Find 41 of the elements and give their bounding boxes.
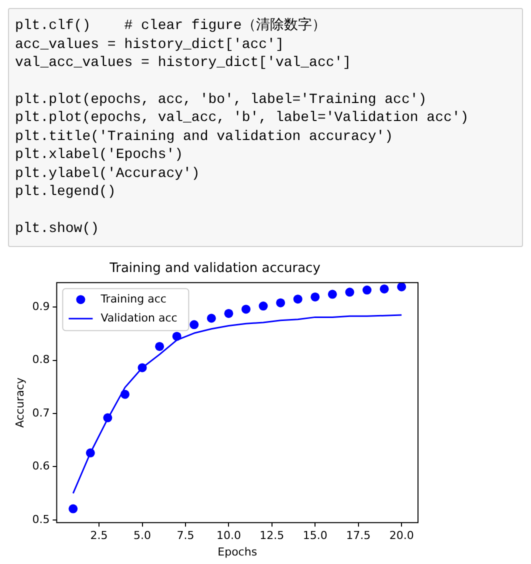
point [120,390,130,399]
x-tick-label: 12.5 [260,529,284,542]
point [397,282,406,292]
y-tick-label: 0.6 [32,460,50,473]
point [293,294,302,304]
point [138,363,147,372]
text: plt.show() [15,220,100,238]
text: plt.plot(epochs, acc, 'bo', label='Training acc') plt.plot(epochs, val_acc, 'b', label='Validation acc') plt.title('Training and validation accuracy') plt.xlabel('Epochs') plt.ylabel('Accuracy') plt.legend() [15,90,470,202]
point [310,292,320,302]
point [86,448,95,458]
point [241,304,250,314]
point [172,332,182,341]
point [328,290,337,299]
point [258,302,268,311]
y-tick-label: 0.9 [32,300,50,313]
chart-title: Training and validation accuracy [108,261,321,276]
point [345,288,354,297]
point [362,286,372,295]
legend-label: Training acc [100,292,166,306]
text: plt.clf() # clear figure（清除数字） acc_values = history_dict['acc'] val_acc_values = history_dict['val_acc'] [15,17,352,72]
point [224,308,234,318]
y-tick-label: 0.7 [32,406,50,420]
x-tick-label: 2.5 [90,529,108,542]
x-axis-title: Epochs [218,545,258,558]
y-tick-label: 0.5 [32,512,50,526]
point [103,413,112,422]
y-tick-label: 0.8 [32,353,50,366]
legend-label: Validation acc [100,311,178,324]
point [380,284,389,294]
x-tick-label: 17.5 [346,529,371,542]
x-tick-label: 7.5 [176,529,194,542]
y-axis-title: Accuracy [13,377,26,428]
x-tick-label: 20.0 [389,529,414,542]
point [190,320,199,330]
point [68,504,78,514]
point [276,298,286,308]
point [206,314,216,323]
x-tick-label: 5.0 [134,529,152,542]
x-tick-label: 15.0 [302,529,328,542]
x-tick-label: 10.0 [216,529,241,542]
point [155,342,164,351]
